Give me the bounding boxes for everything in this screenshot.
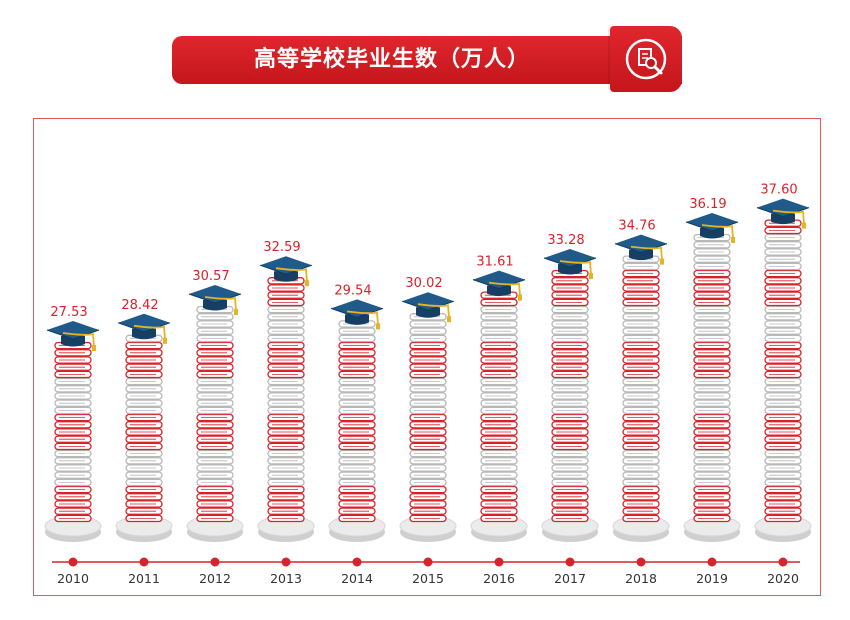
x-tick-label: 2013 [270, 571, 302, 586]
axis-dot [423, 557, 433, 567]
value-label: 37.60 [760, 183, 797, 198]
axis-dot [778, 557, 788, 567]
axis-dot [636, 557, 646, 567]
graduation-cap-icon [117, 313, 171, 344]
value-label: 30.57 [192, 269, 229, 284]
bar-2013: 32.59 [257, 240, 315, 542]
x-tick-label: 2011 [128, 571, 160, 586]
value-label: 27.53 [50, 305, 87, 320]
graduation-cap-icon [46, 321, 100, 351]
x-tick-label: 2018 [625, 571, 657, 586]
axis-dot [707, 557, 717, 567]
graduation-cap-icon [330, 299, 384, 330]
graduation-cap-icon [472, 270, 526, 301]
graduation-cap-icon [543, 249, 597, 279]
value-label: 36.19 [689, 197, 726, 212]
value-label: 30.02 [405, 276, 442, 291]
chart-frame [33, 118, 821, 596]
axis-dot [139, 557, 149, 567]
value-label: 34.76 [618, 219, 655, 234]
bar-2014: 29.54 [328, 283, 386, 542]
axis-dot [494, 557, 504, 567]
x-tick-label: 2015 [412, 571, 444, 586]
value-label: 33.28 [547, 233, 584, 248]
graduation-cap-icon [614, 234, 668, 265]
title-banner: 高等学校毕业生数（万人） [172, 36, 682, 84]
bar-2017: 33.28 [541, 233, 599, 542]
graduation-cap-icon [756, 198, 810, 229]
x-tick-label: 2016 [483, 571, 515, 586]
axis-dot [281, 557, 291, 567]
x-tick-label: 2012 [199, 571, 231, 586]
axis-dot [210, 557, 220, 567]
value-label: 28.42 [121, 298, 158, 313]
graduation-cap-icon [401, 292, 455, 323]
x-tick-label: 2020 [767, 571, 799, 586]
graduation-cap-icon [259, 256, 313, 287]
bar-2019: 36.19 [683, 197, 741, 542]
document-search-icon [625, 38, 667, 80]
axis-dot [68, 557, 78, 567]
x-tick-label: 2017 [554, 571, 586, 586]
x-tick-label: 2014 [341, 571, 373, 586]
axis-dot [352, 557, 362, 567]
bar-2020: 37.60 [754, 183, 812, 542]
chart-title: 高等学校毕业生数（万人） [253, 47, 530, 72]
bar-2016: 31.61 [470, 255, 528, 542]
x-tick-label: 2010 [57, 571, 89, 586]
graduation-cap-icon [188, 285, 242, 315]
x-tick-label: 2019 [696, 571, 728, 586]
bar-2012: 30.57 [186, 269, 244, 542]
title-icon-box [610, 26, 682, 92]
bar-2018: 34.76 [612, 219, 670, 542]
value-label: 31.61 [476, 255, 513, 270]
bar-2011: 28.42 [115, 298, 173, 542]
axis-dot [565, 557, 575, 567]
value-label: 32.59 [263, 240, 300, 255]
bar-2010: 27.53 [44, 305, 102, 542]
bar-2015: 30.02 [399, 276, 457, 542]
value-label: 29.54 [334, 283, 371, 298]
graduation-cap-icon [685, 213, 739, 243]
